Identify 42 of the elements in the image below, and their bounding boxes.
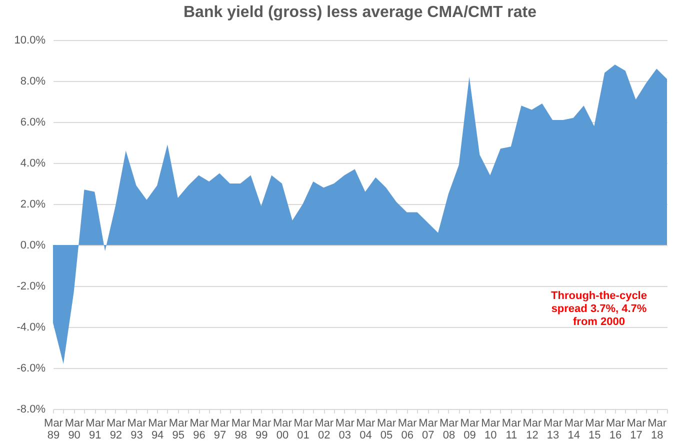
x-tick-label: Mar 97 (210, 418, 230, 441)
x-tick-label: Mar 06 (398, 418, 418, 441)
y-tick-label: -6.0% (16, 362, 46, 374)
x-tick-label: Mar 99 (252, 418, 272, 441)
y-tick-label: 8.0% (20, 76, 46, 88)
y-tick-label: 4.0% (20, 158, 46, 170)
x-tick-label: Mar 08 (439, 418, 459, 441)
x-tick-label: Mar 07 (418, 418, 438, 441)
x-tick-label: Mar 11 (502, 418, 522, 441)
x-tick-label: Mar 00 (272, 418, 292, 441)
annotation: Through-the-cycle spread 3.7%, 4.7% from 2000 (551, 290, 647, 328)
x-tick-label: Mar 17 (626, 418, 646, 441)
x-tick-label: Mar 02 (314, 418, 334, 441)
x-tick-label: Mar 03 (335, 418, 355, 441)
y-tick-label: 0.0% (20, 240, 46, 252)
x-tick-label: Mar 12 (522, 418, 542, 441)
x-tick-label: Mar 93 (127, 418, 147, 441)
x-tick-label: Mar 91 (86, 418, 105, 441)
x-tick-label: Mar 10 (481, 418, 500, 441)
x-tick-label: Mar 18 (648, 418, 667, 441)
y-tick-label: -2.0% (16, 280, 46, 292)
x-tick-label: Mar 13 (544, 418, 563, 441)
chart-title: Bank yield (gross) less average CMA/CMT rate (183, 4, 537, 21)
x-tick-label: Mar 14 (564, 418, 584, 441)
x-tick-label: Mar 92 (106, 418, 126, 441)
x-tick-label: Mar 05 (377, 418, 396, 441)
x-tick-label: Mar 95 (168, 418, 188, 441)
x-tick-label: Mar 09 (460, 418, 480, 441)
x-tick-label: Mar 04 (356, 418, 376, 441)
y-tick-label: 6.0% (20, 116, 46, 128)
x-tick-label: Mar 96 (190, 418, 209, 441)
x-tick-label: Mar 94 (148, 418, 168, 441)
x-tick-label: Mar 90 (64, 418, 84, 441)
y-tick-label: 2.0% (20, 198, 46, 210)
y-tick-label: -4.0% (16, 322, 46, 334)
x-tick-label: Mar 15 (585, 418, 604, 441)
x-tick-label: Mar 16 (606, 418, 626, 441)
x-tick-label: Mar 98 (231, 418, 251, 441)
x-tick-label: Mar 89 (44, 418, 64, 441)
y-tick-label: 10.0% (14, 34, 46, 46)
y-tick-label: -8.0% (16, 404, 46, 416)
x-tick-label: Mar 01 (294, 418, 314, 441)
